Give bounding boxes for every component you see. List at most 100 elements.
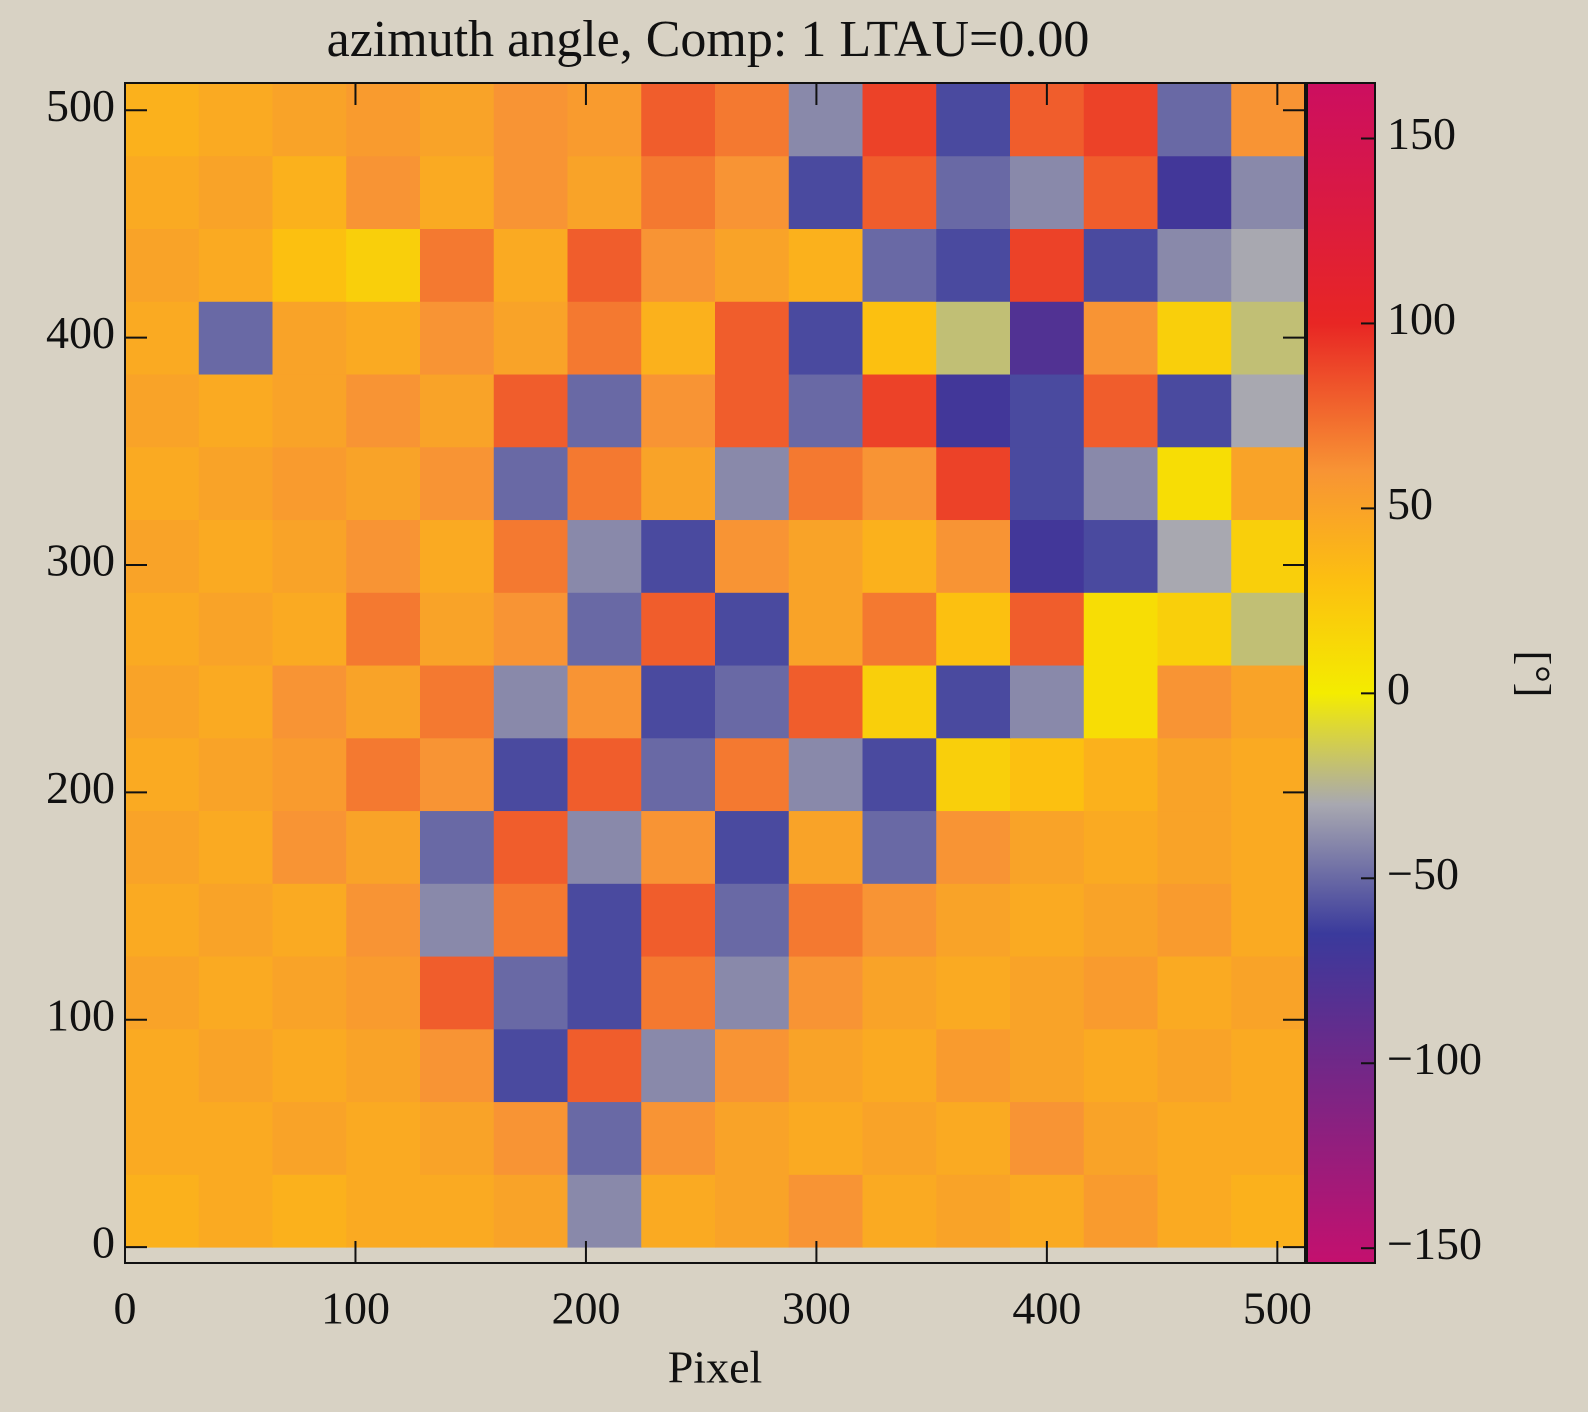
heatmap-cell xyxy=(789,883,863,956)
heatmap-cell xyxy=(1231,374,1305,447)
heatmap-cell xyxy=(199,956,273,1029)
y-tick-label: 400 xyxy=(46,307,115,358)
heatmap-cell xyxy=(936,956,1010,1029)
heatmap-cell xyxy=(125,229,199,302)
heatmap-cell xyxy=(1084,1174,1158,1247)
heatmap-cell xyxy=(1231,1102,1305,1175)
heatmap-cell xyxy=(715,883,789,956)
heatmap-cell xyxy=(1158,83,1232,156)
heatmap-cell xyxy=(273,956,347,1029)
heatmap-cell xyxy=(568,520,642,593)
colorbar-tick-label: −50 xyxy=(1387,848,1459,899)
heatmap-cell xyxy=(863,447,937,520)
heatmap-cell xyxy=(641,156,715,229)
heatmap-cell xyxy=(641,738,715,811)
heatmap-cell xyxy=(936,83,1010,156)
heatmap-cell xyxy=(568,374,642,447)
heatmap-cell xyxy=(273,301,347,374)
heatmap-cell xyxy=(125,738,199,811)
x-tick-label: 100 xyxy=(321,1283,390,1334)
heatmap-cell xyxy=(1231,1174,1305,1247)
y-tick-label: 500 xyxy=(46,80,115,131)
heatmap-cell xyxy=(863,301,937,374)
heatmap-cell xyxy=(568,956,642,1029)
heatmap-cell xyxy=(346,301,420,374)
heatmap-cell xyxy=(1231,592,1305,665)
heatmap-cell xyxy=(346,1102,420,1175)
heatmap-cell xyxy=(863,374,937,447)
heatmap-cell xyxy=(125,956,199,1029)
heatmap-cell xyxy=(715,156,789,229)
heatmap-cell xyxy=(1084,1102,1158,1175)
x-tick-label: 300 xyxy=(782,1283,851,1334)
heatmap-cell xyxy=(863,883,937,956)
heatmap-cell xyxy=(1231,811,1305,884)
colorbar-tick-label: −150 xyxy=(1387,1218,1482,1269)
heatmap-cell xyxy=(863,83,937,156)
heatmap-cell xyxy=(568,665,642,738)
heatmap-cell xyxy=(1158,301,1232,374)
heatmap-cell xyxy=(1231,883,1305,956)
heatmap-cell xyxy=(494,301,568,374)
heatmap-cell xyxy=(199,520,273,593)
colorbar-tick-label: 50 xyxy=(1387,478,1433,529)
x-axis-label: Pixel xyxy=(668,1342,763,1393)
heatmap-cell xyxy=(494,229,568,302)
heatmap-cell xyxy=(1010,665,1084,738)
heatmap-cell xyxy=(715,447,789,520)
heatmap-cell xyxy=(1158,665,1232,738)
heatmap-cell xyxy=(1010,447,1084,520)
heatmap-cell xyxy=(420,520,494,593)
heatmap-cell xyxy=(789,83,863,156)
heatmap-cell xyxy=(715,665,789,738)
heatmap-cell xyxy=(1084,156,1158,229)
heatmap-cell xyxy=(936,447,1010,520)
heatmap-cell xyxy=(1010,883,1084,956)
heatmap-cell xyxy=(789,156,863,229)
heatmap-cell xyxy=(789,811,863,884)
heatmap-cell xyxy=(789,301,863,374)
heatmap-cell xyxy=(568,811,642,884)
heatmap-cell xyxy=(199,301,273,374)
colorbar-tick-label: 150 xyxy=(1387,108,1456,159)
heatmap-cell xyxy=(346,83,420,156)
heatmap-cell xyxy=(1158,229,1232,302)
heatmap-cell xyxy=(273,1029,347,1102)
heatmap-cell xyxy=(641,665,715,738)
heatmap-cell xyxy=(863,956,937,1029)
heatmap-cell xyxy=(1010,301,1084,374)
heatmap-cell xyxy=(273,738,347,811)
heatmap-cell xyxy=(346,738,420,811)
heatmap-cell xyxy=(273,1102,347,1175)
heatmap-cell xyxy=(1010,738,1084,811)
heatmap-cell xyxy=(199,1029,273,1102)
heatmap-cell xyxy=(1158,520,1232,593)
heatmap-cell xyxy=(641,956,715,1029)
heatmap-cell xyxy=(1158,156,1232,229)
heatmap-cell xyxy=(346,520,420,593)
heatmap-cell xyxy=(1231,156,1305,229)
heatmap-cell xyxy=(420,301,494,374)
heatmap-cell xyxy=(863,811,937,884)
heatmap-cell xyxy=(1010,956,1084,1029)
heatmap-cell xyxy=(715,520,789,593)
x-tick-label: 400 xyxy=(1012,1283,1081,1334)
heatmap-cell xyxy=(936,1102,1010,1175)
heatmap-cell xyxy=(346,447,420,520)
heatmap-cell xyxy=(125,592,199,665)
heatmap-cell xyxy=(1158,811,1232,884)
heatmap-cell xyxy=(494,1174,568,1247)
heatmap-cell xyxy=(1010,592,1084,665)
heatmap-cell xyxy=(715,592,789,665)
heatmap-cell xyxy=(936,374,1010,447)
heatmap-cell xyxy=(715,956,789,1029)
heatmap-cell xyxy=(568,301,642,374)
heatmap-cell xyxy=(715,1029,789,1102)
heatmap-cell xyxy=(273,811,347,884)
heatmap-cell xyxy=(346,665,420,738)
heatmap-cell xyxy=(1084,1029,1158,1102)
heatmap-cell xyxy=(494,738,568,811)
heatmap-cell xyxy=(936,592,1010,665)
heatmap-cell xyxy=(789,956,863,1029)
heatmap-cell xyxy=(641,1029,715,1102)
